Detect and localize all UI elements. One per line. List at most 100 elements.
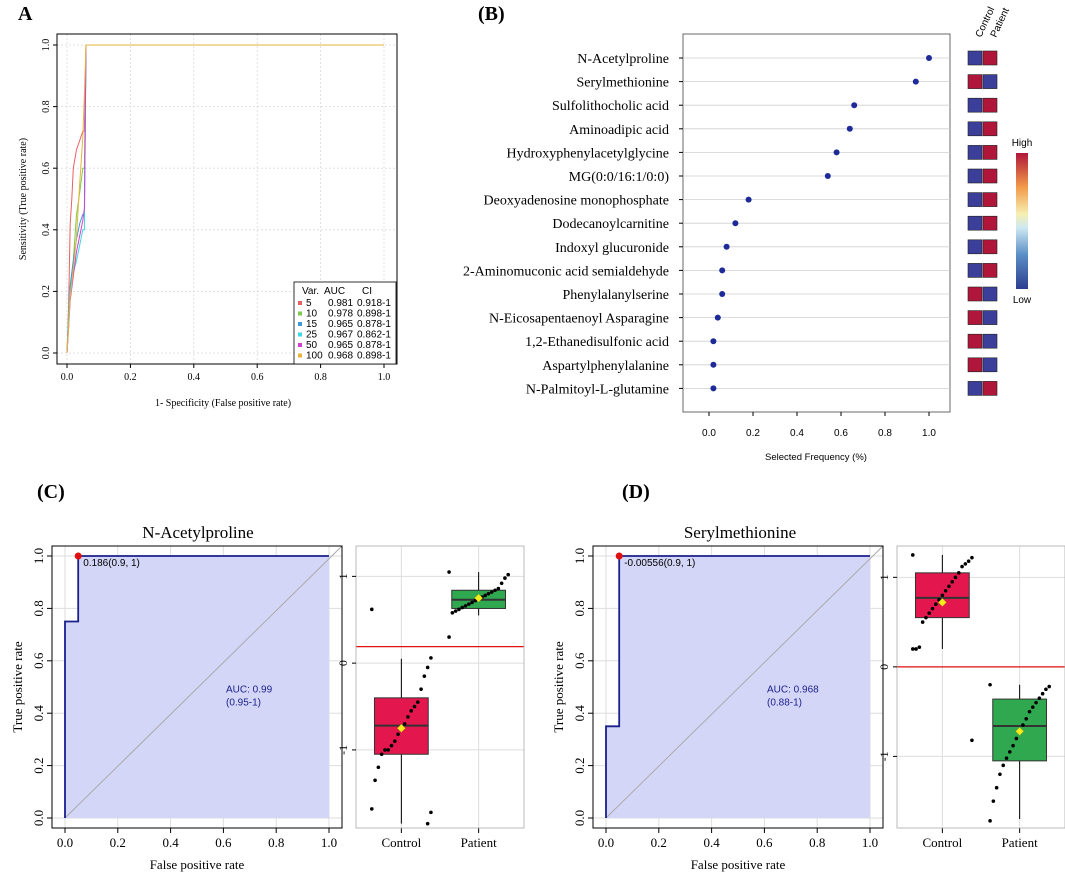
- panel-b-feature-label: Serylmethionine: [576, 76, 669, 91]
- panel-d-xtick-label: 0.8: [809, 835, 825, 850]
- panel-d-box-point: [998, 772, 1002, 777]
- panel-b-xtick-label: 0.2: [746, 428, 760, 439]
- panel-a-legend-auc: 0.965: [328, 340, 353, 351]
- panel-d-box-point: [927, 611, 932, 615]
- panel-b-xtick-label: 0.6: [834, 428, 848, 439]
- panel-d-box-point: [1047, 684, 1052, 689]
- panel-b: (B) 0.0 0.2 0.4 0.6 0.8 1.0 N-Acetylproline Ser…: [463, 3, 1032, 463]
- panel-d: (D) Serylmethionine 0.0 0.2 0.4 0.6 0.8 1.0 0.…: [551, 481, 1065, 872]
- panel-c-box-point: [470, 600, 474, 605]
- panel-b-point: [824, 173, 831, 179]
- panel-b-heat-patient: [982, 50, 998, 66]
- panel-c-box-point: [369, 807, 374, 811]
- panel-b-heat-patient: [982, 97, 998, 113]
- panel-b-heat-patient: [982, 357, 998, 373]
- panel-c-box-point: [386, 748, 391, 752]
- panel-c-box-point: [450, 611, 455, 615]
- panel-b-heat-control: [967, 215, 983, 231]
- panel-c-box-point: [415, 700, 420, 704]
- panel-a-legend-header-ci: CI: [362, 286, 372, 297]
- panel-a-xtick-label: 0.6: [251, 372, 264, 383]
- panel-b-feature-label: Deoxyadenosine monophosphate: [484, 194, 669, 209]
- panel-c-ytick-label: 0.0: [31, 810, 46, 826]
- panel-c-ci-label: (0.95-1): [226, 698, 261, 709]
- panel-d-letter: (D): [622, 481, 650, 503]
- panel-d-ytick-label: 0.8: [572, 600, 587, 616]
- panel-a-legend-ci: 0.918-1: [357, 298, 391, 309]
- panel-c-box-point: [496, 586, 501, 591]
- panel-b-colorbar-high: High: [1012, 138, 1033, 149]
- panel-a-legend: Var. AUC CI 5 0.981 0.918-1 10 0.978 0.898-1 15 0.…: [293, 281, 397, 365]
- panel-b-point: [719, 291, 726, 297]
- panel-b-heat-patient: [982, 333, 998, 349]
- panel-a-legend-auc: 0.981: [328, 298, 353, 309]
- panel-a-ytick-label: 0.8: [41, 100, 52, 113]
- panel-b-feature-label: Sulfolithocholic acid: [552, 99, 669, 114]
- panel-b-feature-label: N-Acetylproline: [577, 52, 669, 67]
- panel-a-ytick-label: 0.0: [41, 347, 52, 360]
- panel-c-box-frame: [355, 545, 525, 829]
- panel-d-xtick-label: 0.4: [703, 835, 720, 850]
- panel-b-feature-label: Indoxyl glucuronide: [555, 241, 669, 256]
- panel-c-box-point: [409, 709, 414, 713]
- panel-c-box-mean: [474, 593, 483, 603]
- panel-c-box-point: [373, 778, 377, 783]
- panel-c-box-point: [406, 715, 410, 719]
- panel-d-box-point: [1034, 700, 1038, 705]
- panel-a: A 0.0 0.2 0.4 0.6 0.8 1.0 0.0 0.2 0.4 0.6 0.8 1.0 1…: [18, 3, 398, 409]
- panel-d-xtick-label: 0.2: [651, 835, 667, 850]
- panel-b-point: [833, 149, 840, 156]
- panel-a-legend-auc: 0.965: [328, 319, 353, 330]
- panel-d-box-point: [950, 580, 955, 584]
- panel-b-point: [732, 220, 739, 227]
- panel-c-box-point: [429, 810, 433, 815]
- panel-c-ytick-label: 0.2: [31, 757, 46, 773]
- panel-b-heat-patient: [982, 286, 998, 302]
- panel-d-box-point: [910, 647, 915, 651]
- panel-d-box-point: [1004, 756, 1009, 760]
- panel-c-box-point: [425, 821, 430, 826]
- panel-c-ytick-label: 0.4: [31, 705, 46, 722]
- panel-b-colorbar-low: Low: [1013, 295, 1032, 306]
- panel-a-legend-swatch: [298, 301, 302, 305]
- panel-c-xtick-label: 0.2: [110, 835, 126, 850]
- panel-d-ytick-label: 0.2: [572, 757, 587, 773]
- panel-a-legend-auc: 0.968: [328, 351, 353, 362]
- panel-b-xtick-label: 1.0: [922, 428, 936, 439]
- panel-b-heat-patient: [982, 168, 998, 184]
- panel-d-box-mean: [938, 598, 947, 607]
- panel-c-box-point: [447, 635, 451, 639]
- panel-c-box-point: [396, 732, 400, 737]
- panel-a-legend-var: 15: [306, 319, 318, 330]
- panel-d-xlabel: False positive rate: [691, 857, 786, 872]
- panel-c-ytick-label: 0.6: [31, 652, 46, 669]
- panel-d-auc-label: AUC: 0.968: [767, 685, 819, 696]
- panel-b-point: [846, 125, 853, 132]
- panel-a-legend-var: 100: [306, 351, 323, 362]
- panel-d-cutoff-point: [615, 552, 623, 560]
- panel-c-diagonal: [64, 545, 343, 819]
- panel-a-ytick-label: 1.0: [41, 39, 52, 52]
- panel-b-point: [851, 102, 858, 109]
- panel-b-point: [714, 314, 721, 321]
- panel-b-xlabel: Selected Frequency (%): [765, 452, 867, 463]
- panel-d-box-point: [1044, 687, 1048, 692]
- panel-c-box-ytick-label: 1: [336, 573, 350, 579]
- panel-d-box-point: [1027, 709, 1032, 714]
- panel-a-legend-ci: 0.862-1: [357, 330, 391, 341]
- panel-d-diagonal: [605, 545, 884, 819]
- panel-b-heat-control: [967, 121, 983, 137]
- panel-d-box-point: [994, 785, 999, 790]
- panel-c-box-point: [499, 581, 504, 586]
- panel-b-heat-control: [967, 357, 983, 373]
- panel-d-box-point: [966, 559, 971, 564]
- panel-d-ytick-label: 0.4: [572, 705, 587, 722]
- panel-d-box-ytick-label: 1: [877, 574, 891, 580]
- panel-c-xtick-label: 0.6: [215, 835, 232, 850]
- panel-a-legend-ci: 0.878-1: [357, 340, 391, 351]
- panel-a-legend-ci: 0.898-1: [357, 309, 391, 320]
- panel-a-legend-ci: 0.898-1: [357, 351, 391, 362]
- panel-b-heat-patient: [982, 145, 998, 160]
- panel-c-ylabel: True positive rate: [10, 641, 25, 732]
- panel-c-box-point: [463, 604, 468, 608]
